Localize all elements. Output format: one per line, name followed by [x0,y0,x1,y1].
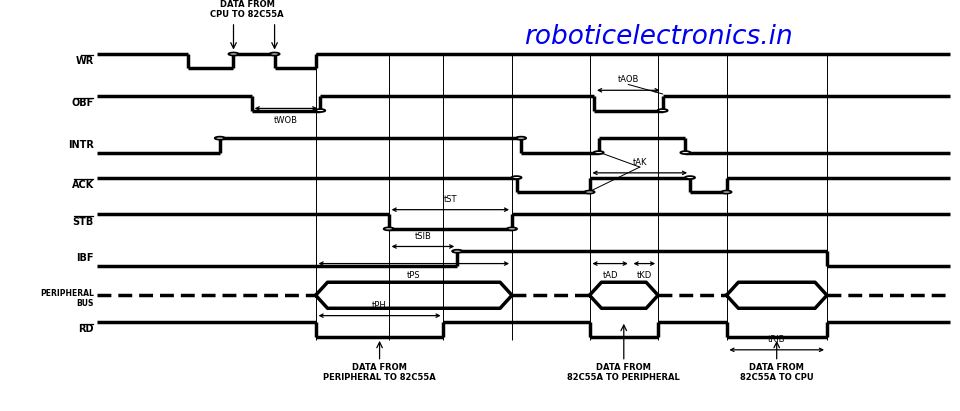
Text: STB: STB [73,217,94,226]
Text: IBF: IBF [76,254,94,263]
Text: DATA FROM
82C55A TO PERIPHERAL: DATA FROM 82C55A TO PERIPHERAL [567,363,681,382]
Circle shape [658,109,667,112]
Text: DATA FROM
82C55A TO CPU: DATA FROM 82C55A TO CPU [740,363,813,382]
Circle shape [507,227,517,230]
Text: tRIB: tRIB [768,335,785,344]
Circle shape [452,250,462,253]
Text: ACK: ACK [72,180,94,190]
Text: tSIB: tSIB [415,232,431,241]
Circle shape [270,53,279,55]
Circle shape [516,137,526,140]
Circle shape [681,151,690,154]
Circle shape [585,191,594,194]
Circle shape [384,227,394,230]
Circle shape [685,176,695,179]
Text: OBF: OBF [72,98,94,109]
Text: INTR: INTR [68,141,94,150]
Circle shape [228,53,238,55]
Text: tAOB: tAOB [617,76,639,85]
Text: tST: tST [444,195,457,204]
Text: WR: WR [76,56,94,66]
Text: tKD: tKD [636,271,652,280]
Circle shape [512,176,521,179]
Text: tPS: tPS [407,271,420,280]
Text: DATA FROM
CPU TO 82C55A: DATA FROM CPU TO 82C55A [210,0,284,19]
Text: tAK: tAK [633,158,647,167]
Text: roboticelectronics.in: roboticelectronics.in [523,24,792,50]
Circle shape [215,137,225,140]
Text: PERIPHERAL
BUS: PERIPHERAL BUS [40,289,94,308]
Circle shape [315,109,325,112]
Text: DATA FROM
PERIPHERAL TO 82C55A: DATA FROM PERIPHERAL TO 82C55A [324,363,436,382]
Text: tPH: tPH [372,301,387,310]
Circle shape [722,191,732,194]
Circle shape [593,151,604,154]
Text: tWOB: tWOB [274,116,298,125]
Text: RD: RD [79,324,94,335]
Text: tAD: tAD [602,271,618,280]
